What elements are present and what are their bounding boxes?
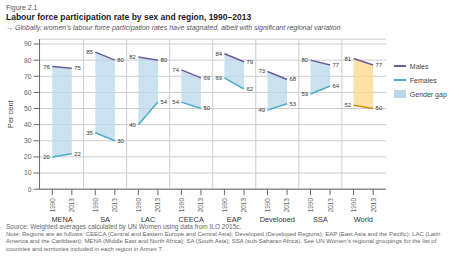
svg-text:80: 80 — [117, 57, 124, 63]
svg-text:73: 73 — [258, 68, 265, 74]
svg-text:70: 70 — [24, 72, 32, 79]
svg-text:1990: 1990 — [264, 197, 271, 212]
svg-text:59: 59 — [301, 90, 308, 96]
svg-text:76: 76 — [43, 63, 50, 69]
svg-text:40: 40 — [24, 121, 32, 128]
svg-text:1990: 1990 — [92, 197, 99, 212]
svg-text:62: 62 — [246, 86, 253, 92]
svg-text:2013: 2013 — [327, 197, 334, 212]
svg-text:54: 54 — [172, 99, 179, 105]
svg-text:69: 69 — [203, 74, 210, 80]
svg-text:2013: 2013 — [68, 197, 75, 212]
svg-text:85: 85 — [86, 49, 93, 55]
svg-text:2013: 2013 — [284, 197, 291, 212]
svg-text:50: 50 — [24, 104, 32, 111]
svg-text:20: 20 — [43, 153, 50, 159]
svg-text:20: 20 — [24, 153, 32, 160]
html-text:Figure 2.1: Figure 2.1 — [6, 4, 38, 11]
svg-text:MENA: MENA — [51, 215, 72, 222]
svg-text:2013: 2013 — [240, 197, 247, 212]
svg-text:84: 84 — [215, 50, 222, 56]
svg-text:0: 0 — [28, 185, 32, 192]
svg-text:Developed: Developed — [260, 215, 295, 222]
svg-text:2013: 2013 — [197, 197, 204, 212]
html-text:Note: Regions are as follows:: Note: Regions are as follows: CEECA (Cen… — [6, 230, 441, 252]
svg-text:30: 30 — [24, 137, 32, 144]
svg-text:10: 10 — [24, 169, 32, 176]
svg-text:1990: 1990 — [307, 197, 314, 212]
svg-text:74: 74 — [172, 66, 179, 72]
svg-text:68: 68 — [290, 76, 297, 82]
svg-text:50: 50 — [376, 105, 383, 111]
svg-text:80: 80 — [160, 57, 167, 63]
svg-text:50: 50 — [203, 105, 210, 111]
svg-text:82: 82 — [129, 53, 136, 59]
svg-text:80: 80 — [24, 56, 32, 63]
svg-text:52: 52 — [345, 102, 352, 108]
svg-text:1990: 1990 — [350, 197, 357, 212]
svg-text:1990: 1990 — [49, 197, 56, 212]
html-text:→ Globally, women’s labour for: → Globally, women’s labour force partici… — [6, 23, 341, 31]
svg-text:22: 22 — [74, 150, 81, 156]
svg-text:69: 69 — [215, 74, 222, 80]
svg-text:79: 79 — [246, 58, 253, 64]
svg-text:81: 81 — [345, 55, 352, 61]
svg-text:80: 80 — [301, 57, 308, 63]
svg-text:40: 40 — [129, 121, 136, 127]
svg-text:EAP: EAP — [227, 215, 242, 222]
svg-text:2013: 2013 — [111, 197, 118, 212]
svg-text:49: 49 — [258, 107, 265, 113]
svg-text:SSA: SSA — [313, 215, 328, 222]
svg-text:LAC: LAC — [141, 215, 156, 222]
svg-text:75: 75 — [74, 65, 81, 71]
svg-text:77: 77 — [333, 61, 340, 67]
svg-text:30: 30 — [117, 137, 124, 143]
svg-text:77: 77 — [376, 61, 383, 67]
html-text:Labour force participation rat: Labour force participation rate by sex a… — [6, 12, 252, 22]
svg-text:SA: SA — [100, 215, 110, 222]
html-text:Source: Weighted averages calc: Source: Weighted averages calculated by … — [6, 222, 242, 230]
html-text:Males: Males — [409, 62, 429, 70]
svg-text:35: 35 — [86, 129, 93, 135]
svg-text:2013: 2013 — [154, 197, 161, 212]
svg-text:1990: 1990 — [135, 197, 142, 212]
svg-text:60: 60 — [24, 88, 32, 95]
svg-text:53: 53 — [290, 100, 297, 106]
svg-text:1990: 1990 — [221, 197, 228, 212]
svg-text:World: World — [354, 215, 373, 222]
html-text:Gender gap: Gender gap — [409, 90, 447, 98]
svg-text:CEECA: CEECA — [178, 215, 203, 222]
html-text:Females: Females — [409, 76, 437, 84]
svg-text:Per cent: Per cent — [6, 100, 15, 127]
svg-text:2013: 2013 — [370, 197, 377, 212]
svg-text:54: 54 — [160, 99, 167, 105]
svg-text:1990: 1990 — [178, 197, 185, 212]
svg-text:64: 64 — [333, 82, 340, 88]
svg-text:90: 90 — [24, 40, 32, 47]
